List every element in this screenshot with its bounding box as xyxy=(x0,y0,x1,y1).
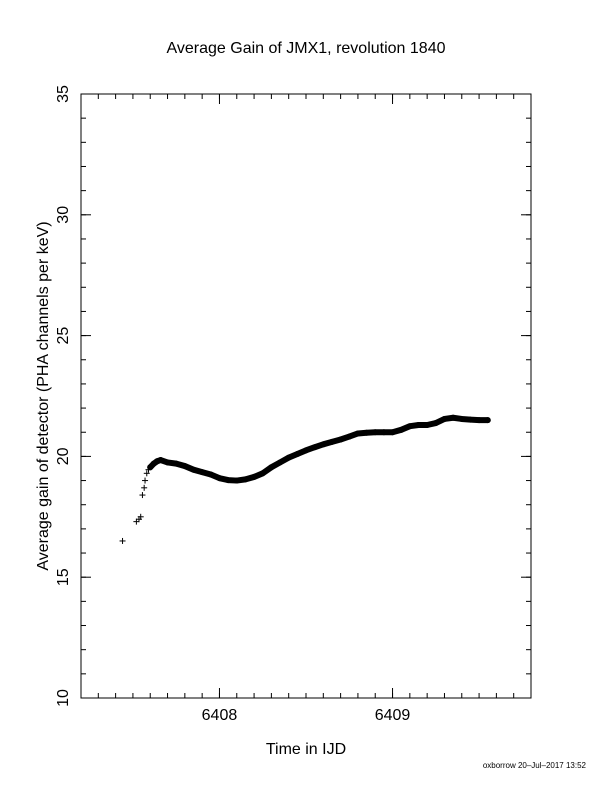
data-point xyxy=(119,537,126,544)
series-trace xyxy=(147,414,491,484)
x-tick-label: 6409 xyxy=(375,707,411,724)
x-axis-ticks: 6408 6409 xyxy=(80,94,532,724)
x-axis-label: Time in IJD xyxy=(266,741,346,758)
y-tick-label: 30 xyxy=(55,206,72,224)
plot-frame xyxy=(80,93,532,699)
footer-stamp: oxborrow 20–Jul–2017 13:52 xyxy=(483,761,587,770)
y-axis-label: Average gain of detector (PHA channels p… xyxy=(35,221,52,570)
chart-title: Average Gain of JMX1, revolution 1840 xyxy=(167,40,446,57)
y-axis-ticks: 10 15 20 25 30 35 xyxy=(55,85,531,707)
data-point xyxy=(139,492,146,499)
y-tick-label: 10 xyxy=(55,689,72,707)
data-point xyxy=(137,513,144,520)
x-tick-label: 6408 xyxy=(202,707,238,724)
data-point xyxy=(143,470,150,477)
data-points xyxy=(119,414,491,544)
y-tick-label: 20 xyxy=(55,447,72,465)
y-tick-label: 15 xyxy=(55,568,72,586)
y-tick-label: 25 xyxy=(55,327,72,345)
y-tick-label: 35 xyxy=(55,85,72,103)
data-point xyxy=(142,477,149,484)
data-point xyxy=(141,484,148,491)
